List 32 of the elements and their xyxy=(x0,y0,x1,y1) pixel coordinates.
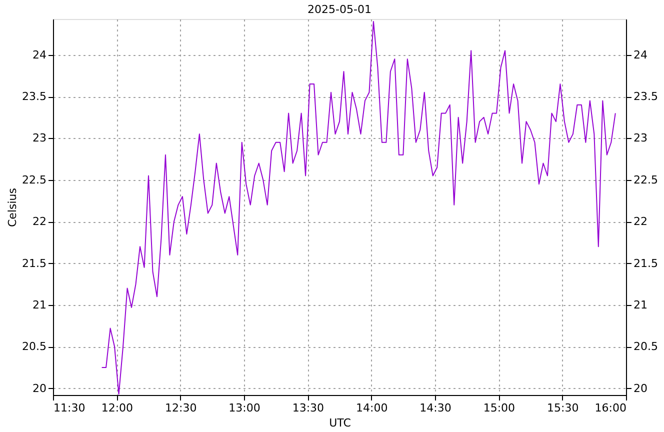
y2-tick-label: 21 xyxy=(634,298,648,312)
y2-tick-label: 20.5 xyxy=(634,340,658,354)
y-tick-label: 20.5 xyxy=(22,340,46,354)
line-series xyxy=(101,21,616,395)
x-tick-label: 14:30 xyxy=(420,402,452,414)
x-tick-label: 16:00 xyxy=(594,402,626,414)
y-tick-label: 20 xyxy=(32,382,46,395)
y2-tick-label: 22 xyxy=(634,215,648,228)
y2-tick-label: 23 xyxy=(634,132,648,145)
x-tick-label: 15:30 xyxy=(546,402,579,414)
y-tick-label: 21 xyxy=(32,298,46,312)
x-tick-label: 12:00 xyxy=(101,402,134,414)
y-axis-title: Celsius xyxy=(6,188,20,227)
x-tick-label: 13:30 xyxy=(292,402,324,414)
y-tick-label: 24 xyxy=(32,48,46,62)
y2-tick-label: 20 xyxy=(634,382,648,395)
y2-tick-label: 22.5 xyxy=(634,173,658,186)
y2-tick-label: 24 xyxy=(634,48,648,62)
y-tick-label: 23 xyxy=(32,132,46,145)
y-tick-label: 21.5 xyxy=(22,256,46,270)
x-tick-label: 14:00 xyxy=(356,402,388,414)
x-tick-label: 11:30 xyxy=(54,402,86,414)
y-tick-label: 23.5 xyxy=(22,90,46,104)
chart-title: 2025-05-01 xyxy=(308,3,372,16)
y-tick-label: 22 xyxy=(32,215,46,228)
x-axis-title: UTC xyxy=(329,416,352,430)
y2-tick-label: 21.5 xyxy=(634,256,658,270)
y-tick-label: 22.5 xyxy=(22,173,46,186)
x-tick-label: 12:30 xyxy=(164,402,197,414)
y2-tick-label: 23.5 xyxy=(634,90,658,104)
x-tick-label: 15:00 xyxy=(483,402,516,414)
x-tick-label: 13:00 xyxy=(228,402,260,414)
